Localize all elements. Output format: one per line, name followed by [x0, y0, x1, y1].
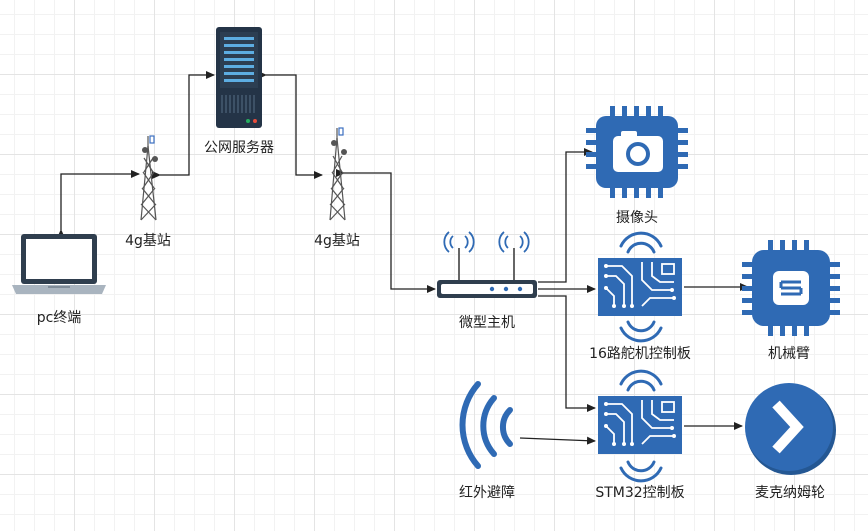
edge-server-tower-right	[258, 71, 323, 179]
router-node[interactable]: 微型主机	[437, 231, 537, 331]
pc-node[interactable]: pc终端	[12, 234, 106, 326]
server-icon	[216, 27, 262, 128]
edge-router-stm32-board	[538, 295, 596, 412]
router-icon	[437, 231, 537, 298]
laptop-icon	[12, 234, 106, 294]
stm32-board-node[interactable]: STM32控制板	[595, 369, 685, 501]
connections	[57, 71, 749, 445]
servo-board-label: 16路舵机控制板	[589, 346, 691, 362]
stm32-board-label: STM32控制板	[595, 485, 684, 501]
chip-icon	[742, 240, 840, 336]
tower-left-label: 4g基站	[125, 232, 171, 249]
arm-node[interactable]: 机械臂	[742, 240, 840, 362]
edge-tower-left-server	[152, 71, 215, 179]
tower-left-node[interactable]: 4g基站	[125, 135, 171, 249]
wheel-node[interactable]: 麦克纳姆轮	[745, 383, 836, 501]
tower-right-label: 4g基站	[314, 232, 360, 249]
edge-router-camera	[538, 148, 593, 283]
infrared-label: 红外避障	[459, 485, 515, 501]
cell-tower-icon	[329, 127, 347, 221]
camera-node[interactable]: 摄像头	[586, 106, 688, 226]
camera-label: 摄像头	[616, 210, 658, 226]
wheel-label: 麦克纳姆轮	[755, 485, 825, 501]
server-node[interactable]: 公网服务器	[204, 27, 274, 156]
circuit-board-icon	[598, 369, 682, 483]
tower-right-node[interactable]: 4g基站	[314, 127, 360, 249]
circuit-board-icon	[598, 231, 682, 343]
arm-label: 机械臂	[768, 346, 810, 362]
pc-label: pc终端	[37, 310, 82, 326]
infrared-node[interactable]: 红外避障	[459, 381, 515, 501]
edge-infrared-stm32	[519, 436, 596, 445]
chevron-right-circle-icon	[745, 383, 836, 475]
edge-tower-right-router	[336, 169, 436, 293]
router-label: 微型主机	[459, 315, 515, 331]
signal-wave-icon	[459, 381, 513, 469]
camera-chip-icon	[586, 106, 688, 198]
edge-pc-tower-left	[57, 170, 140, 238]
servo-board-node[interactable]: 16路舵机控制板	[589, 231, 691, 362]
cell-tower-icon	[140, 135, 158, 221]
server-label: 公网服务器	[204, 140, 274, 156]
